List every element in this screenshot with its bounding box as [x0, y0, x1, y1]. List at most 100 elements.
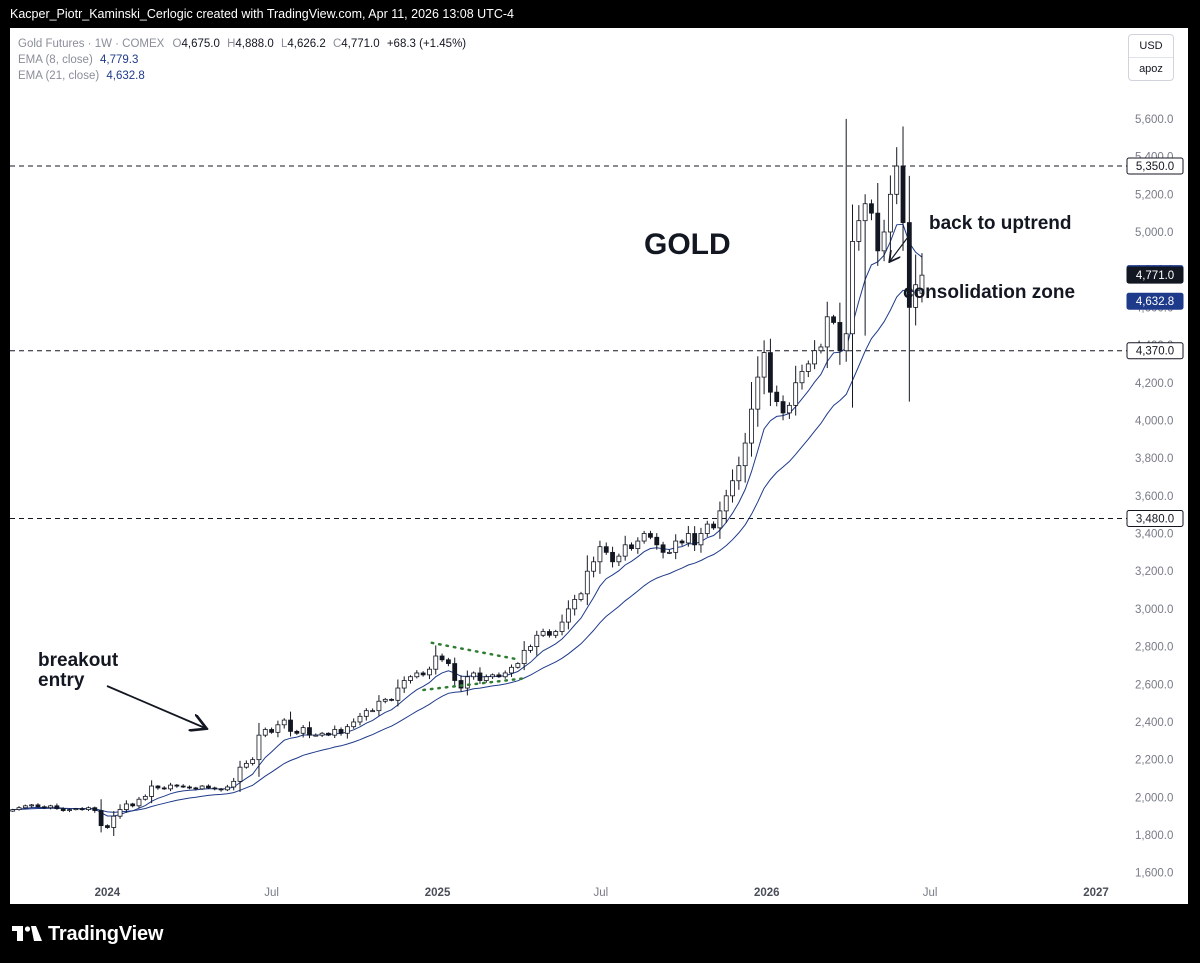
candle	[351, 718, 357, 729]
candle-body	[730, 480, 735, 497]
y-tick-label: 1,600.0	[1135, 868, 1173, 880]
candle-body	[742, 442, 748, 467]
tradingview-logo[interactable]: TradingView	[12, 922, 163, 946]
price-label-box	[1126, 292, 1184, 310]
breakout-arrow	[106, 685, 205, 728]
candle-body	[654, 536, 660, 546]
breakout-annotation-line1: breakout	[38, 650, 119, 671]
candle	[906, 175, 912, 402]
legend-ema8-label: EMA (8, close)	[18, 54, 93, 66]
candle	[307, 721, 312, 739]
candle-body	[300, 727, 306, 734]
candle	[224, 784, 230, 792]
candle-body	[142, 796, 148, 800]
tradingview-logo-text: TradingView	[48, 922, 164, 945]
candle	[54, 803, 60, 810]
price-label-text: 4,632.8	[1136, 296, 1174, 308]
candle	[768, 338, 773, 407]
candle-body	[698, 533, 704, 546]
candle-body	[256, 734, 262, 761]
candle	[16, 806, 22, 811]
candle	[275, 720, 281, 738]
scale-label[interactable]: apoz	[1129, 57, 1173, 80]
candle-body	[534, 634, 540, 647]
candle-body	[439, 655, 445, 661]
candle	[786, 402, 792, 419]
breakout-annotation-line2: entry	[38, 670, 85, 691]
candle-body	[231, 780, 237, 788]
price-label-box	[1126, 266, 1184, 284]
currency-selector[interactable]: USD apoz	[1128, 34, 1174, 81]
candle-body	[483, 676, 489, 681]
candle	[313, 733, 319, 737]
candle-body	[540, 631, 546, 636]
y-tick-label: 3,400.0	[1135, 529, 1173, 541]
candle	[111, 811, 117, 836]
candle	[471, 671, 477, 680]
candle	[98, 799, 104, 833]
candle-body	[401, 680, 407, 689]
candle	[294, 729, 300, 735]
candle-body	[16, 807, 22, 811]
candle-body	[685, 533, 691, 544]
price-label-text: 3,480.0	[1136, 513, 1174, 525]
price-chart[interactable]: 1,600.0 1,800.0 2,000.0 2,200.0 2,400.0 2,600…	[10, 28, 1188, 904]
y-tick-label: 2,400.0	[1135, 717, 1173, 729]
legend-ema21-row[interactable]: EMA (21, close) 4,632.8	[18, 68, 466, 84]
candle	[509, 664, 514, 677]
candle-body	[629, 544, 634, 549]
candle-body	[79, 808, 85, 811]
breakout-annotation: breakout entry	[38, 651, 118, 691]
candle	[799, 364, 805, 390]
chart-panel[interactable]: 1,600.0 1,800.0 2,000.0 2,200.0 2,400.0 2,600…	[10, 28, 1188, 904]
candle	[818, 343, 824, 354]
candle	[913, 254, 919, 326]
candle	[256, 722, 262, 777]
candle	[363, 708, 369, 721]
candle-body	[818, 346, 824, 352]
candle	[717, 501, 723, 539]
candle-body	[218, 788, 224, 791]
legend-high-value: 4,888.0	[235, 38, 274, 50]
candle-body	[174, 784, 180, 787]
candle	[780, 395, 786, 421]
candle-body	[67, 809, 72, 812]
y-tick-label: 3,800.0	[1135, 453, 1173, 465]
candle-body	[692, 533, 698, 546]
pattern-lower-trendline	[422, 677, 524, 692]
legend-ema8-value: 4,779.3	[99, 54, 139, 66]
candle	[414, 670, 420, 679]
candle-body	[736, 465, 742, 482]
candle-body	[161, 787, 167, 790]
currency-label[interactable]: USD	[1139, 40, 1163, 52]
candle-body	[180, 785, 186, 788]
candle-body	[711, 523, 716, 529]
candle	[654, 533, 660, 550]
candle-body	[673, 540, 679, 553]
candle	[584, 555, 590, 606]
candle-body	[155, 785, 161, 789]
candle-body	[793, 382, 799, 406]
candle	[502, 670, 508, 679]
legend-high-label: H	[227, 38, 236, 50]
candle	[300, 725, 306, 738]
candle-body	[887, 193, 893, 233]
candle	[193, 786, 199, 791]
candle-body	[237, 766, 243, 782]
candle	[231, 777, 237, 791]
candle-body	[894, 165, 900, 195]
candle	[850, 204, 855, 408]
candle	[161, 786, 167, 790]
candle-body	[41, 806, 47, 809]
candle	[629, 542, 634, 551]
candle	[528, 644, 533, 653]
candle	[711, 521, 716, 530]
candle	[862, 194, 868, 336]
candle	[831, 314, 836, 325]
candle	[648, 530, 653, 540]
legend-ema8-row[interactable]: EMA (8, close) 4,779.3	[18, 52, 466, 68]
candle	[881, 219, 887, 262]
candle	[515, 662, 521, 669]
ema8-line	[12, 223, 923, 817]
legend-ema21-label: EMA (21, close)	[18, 70, 100, 82]
